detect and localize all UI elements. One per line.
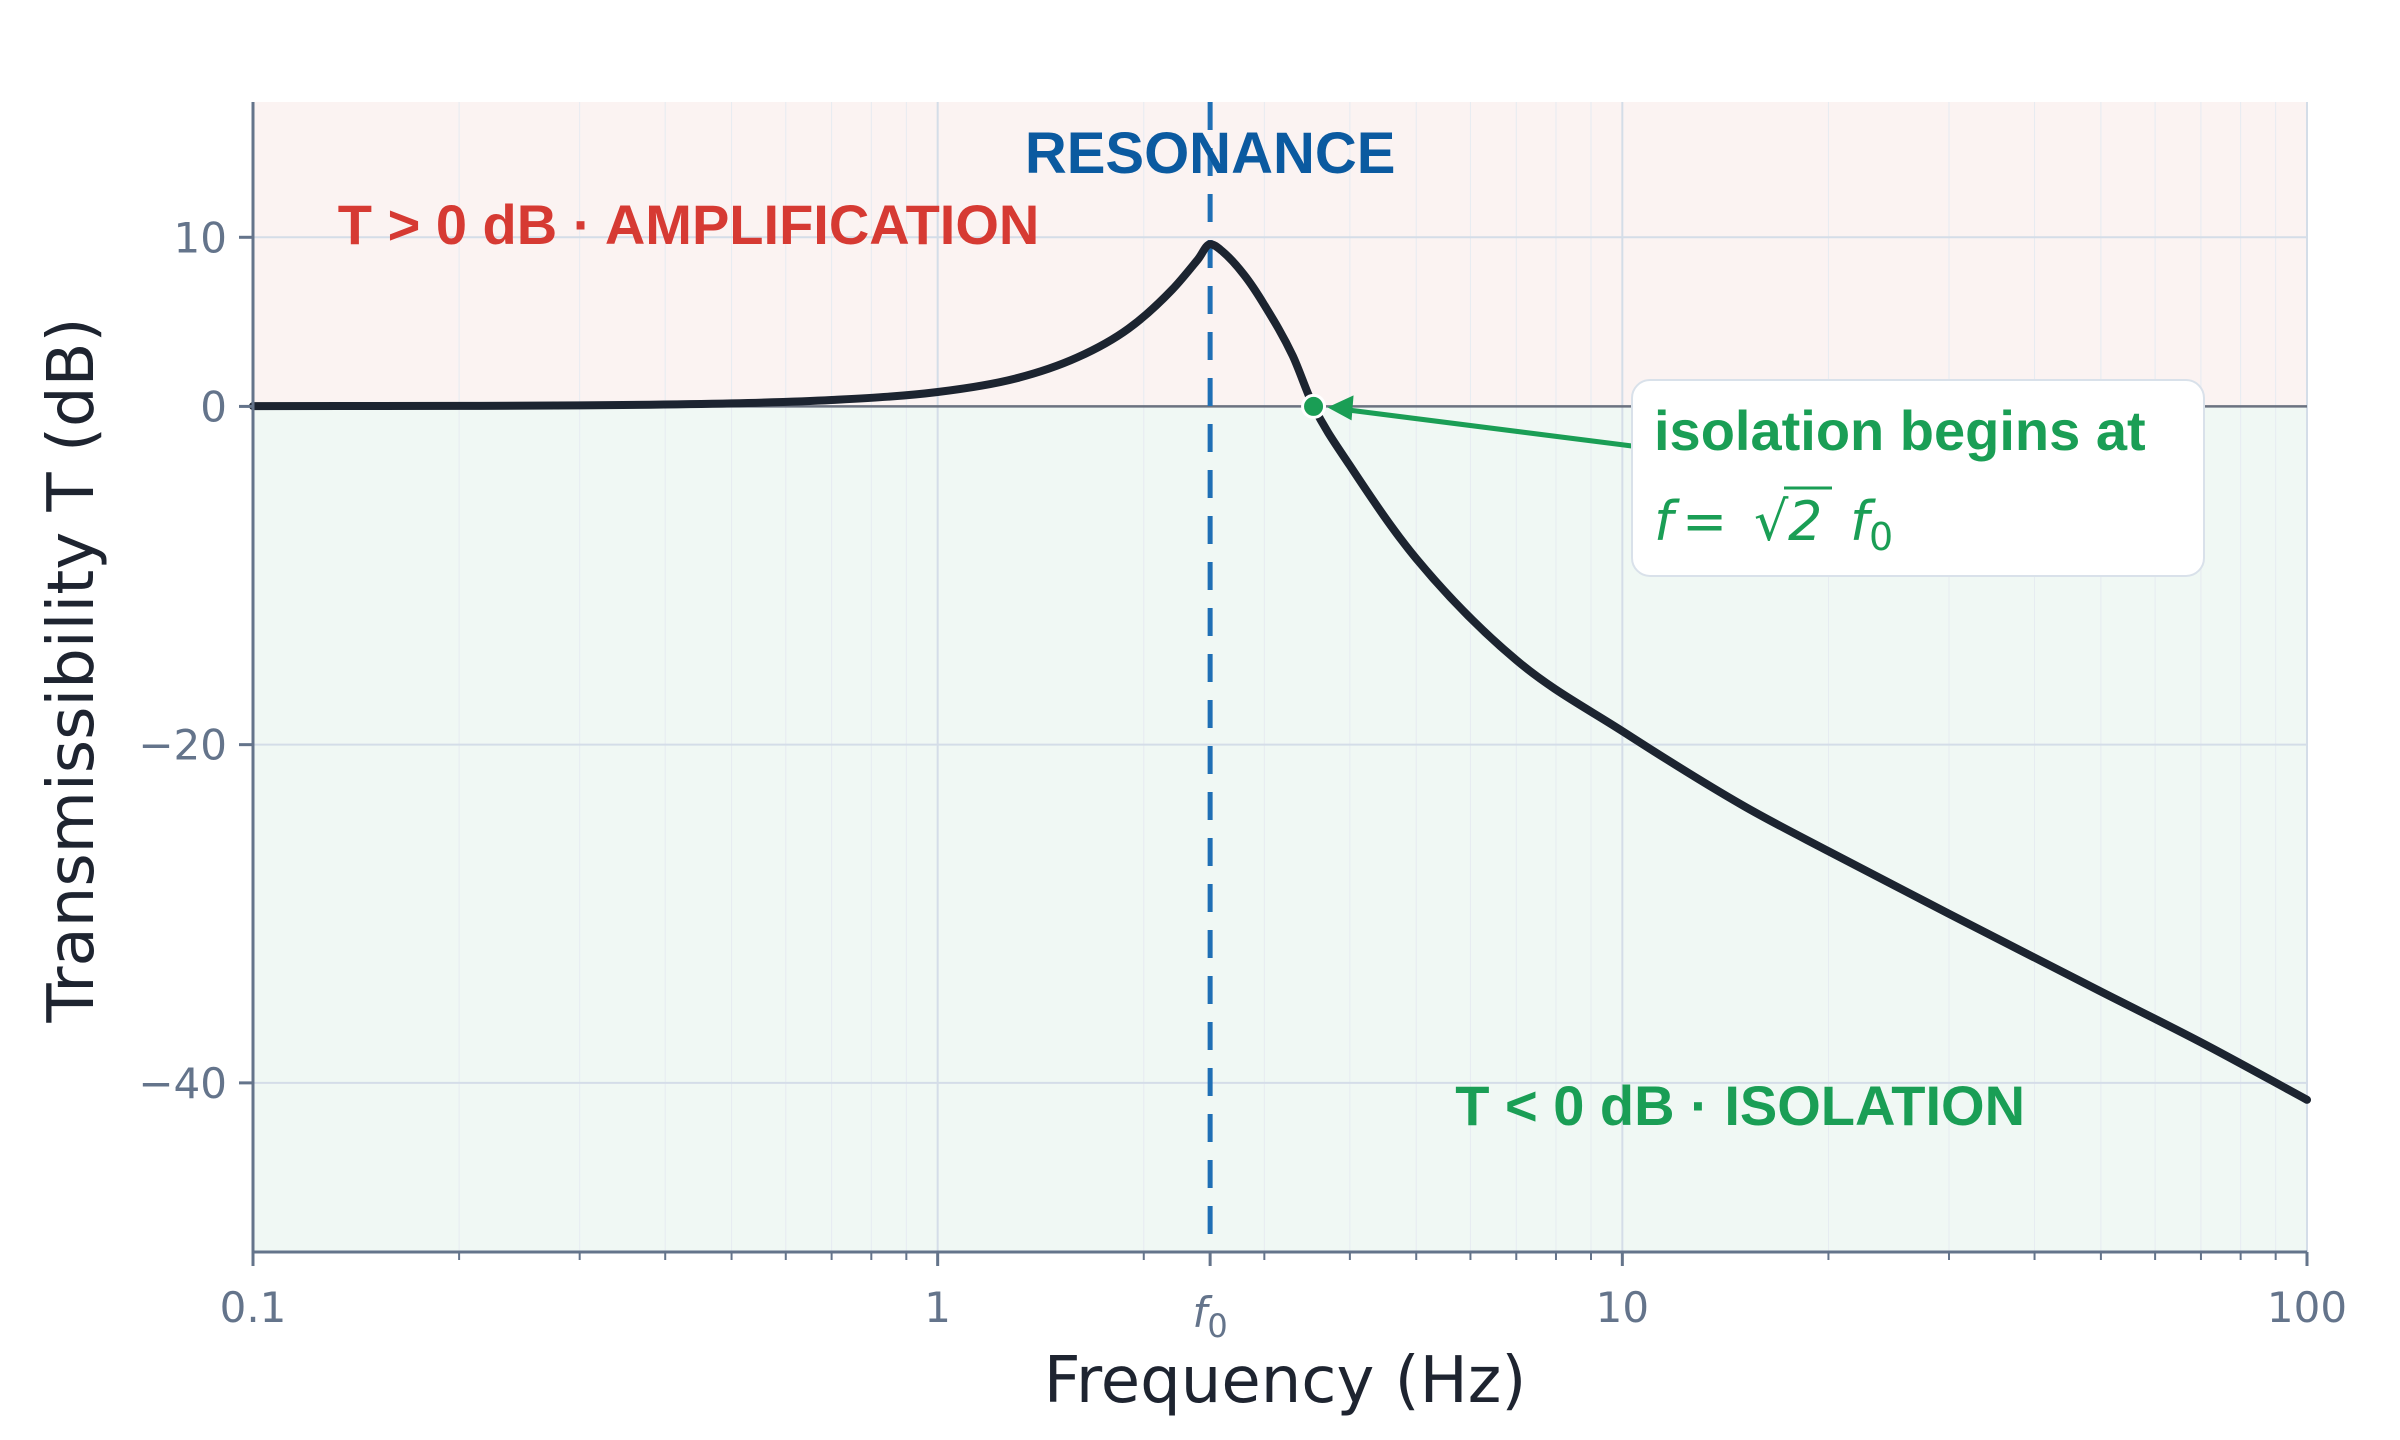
isolation-label: T < 0 dB · ISOLATION bbox=[1455, 1074, 2025, 1137]
x-tick-label: 10 bbox=[1596, 1283, 1649, 1332]
resonance-label: RESONANCE bbox=[1025, 121, 1396, 186]
isolation-start-point bbox=[1301, 393, 1327, 419]
amplification-label: T > 0 dB · AMPLIFICATION bbox=[338, 193, 1040, 256]
annotation-arrow-head bbox=[1327, 395, 1354, 421]
y-tick-label: 0 bbox=[200, 382, 227, 431]
annotation-box bbox=[1631, 379, 2205, 577]
formula-sqrt-sign: √ bbox=[1754, 490, 1789, 553]
annotation-layer: isolation begins at f = √ 2 f0 bbox=[1301, 379, 2205, 577]
y-tick-label: −20 bbox=[138, 721, 227, 770]
x-tick-label: 0.1 bbox=[220, 1283, 287, 1332]
x-axis-title: Frequency (Hz) bbox=[1044, 1344, 1527, 1418]
series-line-0 bbox=[249, 240, 2311, 1104]
x-tick-label: 1 bbox=[924, 1283, 951, 1332]
x-tick-label: 100 bbox=[2267, 1283, 2347, 1332]
formula-f0-subscript: 0 bbox=[1869, 515, 1893, 559]
f0-tick-label: f0 bbox=[1193, 1288, 1228, 1345]
annotation-line-1: isolation begins at bbox=[1654, 399, 2146, 462]
labels-layer: T > 0 dB · AMPLIFICATION T < 0 dB · ISOLA… bbox=[338, 121, 2025, 1137]
y-tick-label: 10 bbox=[174, 213, 227, 262]
annotation-formula: f = √ 2 f0 bbox=[1654, 486, 1893, 559]
axes-layer bbox=[251, 102, 2307, 1254]
y-tick-label: −40 bbox=[138, 1059, 227, 1108]
f0-tick-subscript: 0 bbox=[1207, 1307, 1227, 1345]
annotation-arrow-line bbox=[1335, 405, 1633, 449]
series-layer bbox=[249, 240, 2311, 1104]
formula-sqrt-arg: 2 bbox=[1788, 490, 1822, 553]
y-axis-title: Transmissibility T (dB) bbox=[35, 318, 109, 1024]
region-band-0 bbox=[253, 102, 2307, 407]
formula-equals: = bbox=[1682, 490, 1727, 553]
